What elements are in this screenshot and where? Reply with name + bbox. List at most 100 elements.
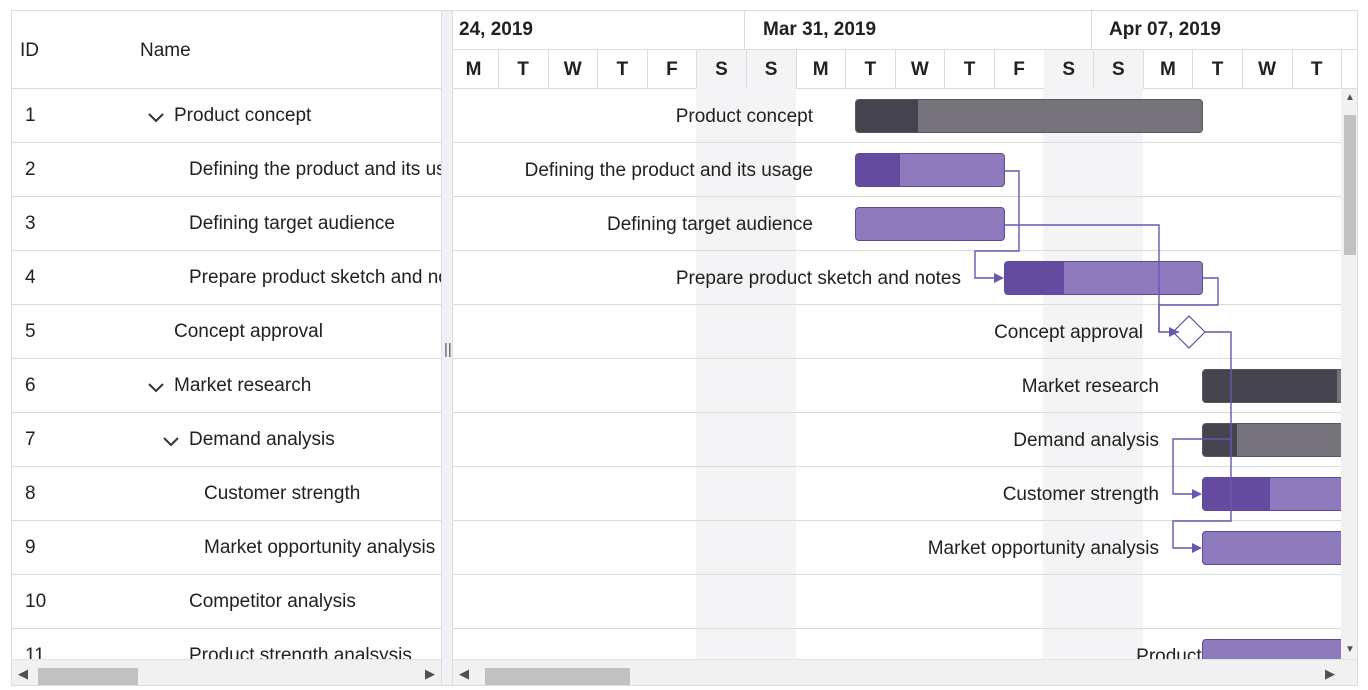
chart-row xyxy=(453,251,1357,305)
timeline-week: Apr 07, 2019 xyxy=(1092,11,1357,50)
task-label: Defining target audience xyxy=(607,214,813,235)
connector-arrow-icon xyxy=(994,273,1004,283)
column-header-id[interactable]: ID xyxy=(20,40,39,61)
timeline-day: S xyxy=(1044,50,1095,89)
summary-task-bar[interactable] xyxy=(1202,369,1357,403)
task-label: Market opportunity analysis xyxy=(927,538,1159,559)
scroll-right-arrow-icon[interactable]: ▶ xyxy=(1325,666,1335,681)
summary-task-bar[interactable] xyxy=(855,99,1203,133)
scroll-down-arrow-icon[interactable]: ▼ xyxy=(1345,644,1355,655)
chart-row xyxy=(453,89,1357,143)
timeline-day: W xyxy=(548,50,599,89)
cell-name: Concept approval xyxy=(174,321,323,342)
grid-row[interactable]: 10 Competitor analysis xyxy=(12,575,441,629)
chevron-down-icon[interactable] xyxy=(147,111,165,125)
grid-row[interactable]: 7 Demand analysis xyxy=(12,413,441,467)
grid-header: ID Name xyxy=(12,11,441,89)
task-grid: ID Name 1 Product concept 2 Defining the… xyxy=(12,11,441,685)
cell-id: 4 xyxy=(25,267,36,288)
cell-name: Market opportunity analysis xyxy=(204,537,436,558)
scroll-left-arrow-icon[interactable]: ◀ xyxy=(18,666,28,681)
weekend-column xyxy=(1093,89,1143,659)
cell-id: 8 xyxy=(25,483,36,504)
timeline-day: S xyxy=(746,50,797,89)
grid-row[interactable]: 9 Market opportunity analysis xyxy=(12,521,441,575)
task-progress xyxy=(856,154,901,186)
task-bar[interactable] xyxy=(1202,531,1357,565)
chart-body: Product concept Defining the product and … xyxy=(453,89,1357,683)
scroll-thumb[interactable] xyxy=(485,668,630,685)
cell-name: Prepare product sketch and notes xyxy=(189,267,441,288)
scroll-up-arrow-icon[interactable]: ▲ xyxy=(1345,92,1355,103)
task-bar[interactable] xyxy=(1202,477,1357,511)
cell-id: 6 xyxy=(25,375,36,396)
milestone-diamond[interactable] xyxy=(1172,315,1206,349)
task-label: Customer strength xyxy=(1002,484,1159,505)
chart-row xyxy=(453,143,1357,197)
chart-row xyxy=(453,197,1357,251)
cell-name: Product concept xyxy=(174,105,312,126)
grid-row[interactable]: 6 Market research xyxy=(12,359,441,413)
timeline-day: M xyxy=(796,50,847,89)
cell-id: 3 xyxy=(25,213,36,234)
task-progress xyxy=(1005,262,1065,294)
timeline-day: F xyxy=(647,50,698,89)
cell-name: Demand analysis xyxy=(189,429,335,450)
chevron-down-icon[interactable] xyxy=(162,435,180,449)
connector-line xyxy=(1172,439,1232,549)
connector-arrow-icon xyxy=(1192,489,1202,499)
chart-row xyxy=(453,413,1357,467)
task-progress xyxy=(856,100,919,132)
dependency-connectors xyxy=(974,170,1232,553)
connector-line xyxy=(974,170,1020,279)
connector-line xyxy=(1005,224,1179,333)
splitter-grip[interactable]: || xyxy=(444,341,452,358)
column-header-name[interactable]: Name xyxy=(140,40,191,61)
task-bar[interactable] xyxy=(855,207,1005,241)
grid-horizontal-scrollbar[interactable]: ◀ ▶ xyxy=(12,659,441,685)
grid-row[interactable]: 5 Concept approval xyxy=(12,305,441,359)
timeline-day: W xyxy=(895,50,946,89)
grid-row[interactable]: 1 Product concept xyxy=(12,89,441,143)
grid-row[interactable]: 3 Defining target audience xyxy=(12,197,441,251)
task-label: Market research xyxy=(1021,376,1159,397)
scroll-thumb[interactable] xyxy=(1344,115,1356,255)
chart-horizontal-scrollbar[interactable]: ◀ ▶ xyxy=(453,659,1357,685)
timeline-week: Mar 31, 2019 xyxy=(745,11,1092,50)
timeline-day: S xyxy=(697,50,747,89)
timeline-day: T xyxy=(846,50,896,89)
weekend-column xyxy=(746,89,796,659)
cell-id: 10 xyxy=(25,591,47,612)
timeline-day: F xyxy=(995,50,1045,89)
weekend-column xyxy=(696,89,746,659)
task-progress xyxy=(1203,478,1271,510)
task-label: Defining the product and its usage xyxy=(524,160,813,181)
timeline-day: T xyxy=(1292,50,1343,89)
chart-row xyxy=(453,305,1357,359)
grid-row[interactable]: 2 Defining the product and its usage xyxy=(12,143,441,197)
grid-row[interactable]: 8 Customer strength xyxy=(12,467,441,521)
connector-line xyxy=(1172,331,1232,495)
scroll-right-arrow-icon[interactable]: ▶ xyxy=(425,666,435,681)
connector-arrow-icon xyxy=(1192,543,1202,553)
pane-splitter[interactable]: || xyxy=(441,11,453,685)
grid-row[interactable]: 4 Prepare product sketch and notes xyxy=(12,251,441,305)
timeline-day: T xyxy=(598,50,648,89)
chevron-down-icon[interactable] xyxy=(147,381,165,395)
scroll-thumb[interactable] xyxy=(38,668,138,685)
cell-id: 1 xyxy=(25,105,36,126)
weekend-column xyxy=(1043,89,1093,659)
cell-name: Customer strength xyxy=(204,483,361,504)
scroll-left-arrow-icon[interactable]: ◀ xyxy=(459,666,469,681)
connector-arrow-icon xyxy=(1169,327,1179,337)
task-label: Demand analysis xyxy=(1013,430,1159,451)
task-bar[interactable] xyxy=(1004,261,1203,295)
timeline-day: S xyxy=(1093,50,1144,89)
task-bar[interactable] xyxy=(855,153,1005,187)
task-label: Concept approval xyxy=(994,322,1143,343)
cell-name: Market research xyxy=(174,375,312,396)
cell-id: 5 xyxy=(25,321,36,342)
cell-id: 9 xyxy=(25,537,36,558)
cell-id: 7 xyxy=(25,429,36,450)
chart-vertical-scrollbar[interactable]: ▲ ▼ xyxy=(1341,89,1357,659)
